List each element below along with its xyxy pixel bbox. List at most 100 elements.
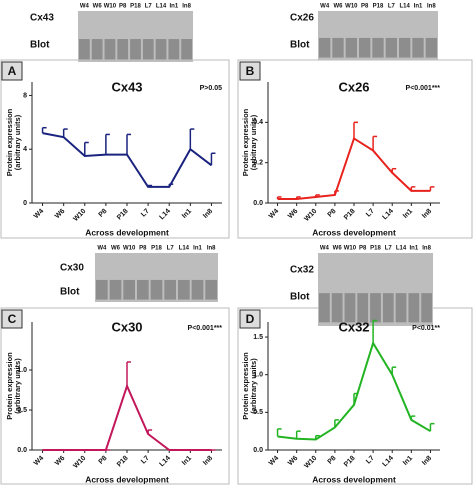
y-tick-label: 1.0 — [253, 372, 263, 379]
panel-letter-box — [1, 61, 23, 81]
x-tick-label: P18 — [343, 208, 357, 222]
blot-band — [91, 39, 103, 60]
blot-lane-label: W10 — [345, 4, 358, 10]
y-axis-label: Protein expression — [5, 108, 14, 176]
y-axis-label: Protein expression — [5, 352, 14, 420]
blot-band — [344, 293, 356, 323]
y-axis-label: (arbitrary units) — [249, 358, 258, 414]
x-tick-label: W10 — [303, 208, 318, 223]
blot-band — [96, 279, 108, 300]
x-axis-label: Across development — [85, 227, 169, 237]
blot-band — [372, 37, 384, 58]
x-axis-label: Across development — [85, 474, 169, 484]
blot-lane-label: P18 — [373, 4, 384, 10]
blot-row-label: Blot — [290, 40, 310, 51]
blot-lane-label: W4 — [97, 246, 107, 252]
x-tick-label: In8 — [202, 455, 214, 467]
blot-lane-label: In1 — [409, 246, 418, 252]
blot-band — [399, 37, 411, 58]
blot-band — [191, 279, 204, 300]
x-tick-label: P18 — [343, 455, 357, 469]
x-tick-label: W10 — [303, 455, 318, 470]
panel-frame — [0, 307, 230, 485]
blot-band — [408, 293, 420, 323]
blot-lane-label: L7 — [145, 4, 153, 10]
blot-lane-label: P18 — [151, 246, 162, 252]
y-tick-label: 0.5 — [17, 407, 27, 414]
blot-lane-label: L7 — [167, 246, 175, 252]
x-tick-label: W6 — [54, 455, 66, 467]
blot-row-label: Cx30 — [60, 263, 84, 274]
p-value: P<0.001*** — [406, 85, 441, 92]
x-tick-label: W6 — [287, 208, 299, 220]
blot-lane-label: L14 — [396, 246, 407, 252]
p-value: P<0.01** — [412, 325, 440, 332]
x-tick-label: P18 — [116, 455, 130, 469]
panel-letter-box — [239, 309, 261, 329]
blot-band — [150, 279, 163, 300]
blot-lane-label: In8 — [182, 4, 191, 10]
blot-band — [79, 39, 90, 60]
x-tick-label: In8 — [421, 208, 433, 220]
x-tick-label: In8 — [202, 208, 214, 220]
blot-lane-label: In8 — [427, 4, 436, 10]
x-tick-label: W10 — [72, 455, 87, 470]
blot-lane-label: W6 — [333, 246, 343, 252]
blot-band — [142, 39, 154, 60]
blot-band — [359, 37, 371, 58]
x-tick-label: In1 — [402, 208, 414, 220]
blot-lane-label: L14 — [399, 4, 410, 10]
blot-band — [425, 37, 437, 58]
blot-band — [205, 279, 217, 300]
x-tick-label: P8 — [327, 455, 338, 466]
y-tick-label: 1.0 — [17, 367, 27, 374]
blot-band — [421, 293, 432, 323]
blot-row-label: Blot — [60, 287, 80, 298]
blot-band — [412, 37, 424, 58]
p-value: P>0.05 — [200, 85, 222, 92]
panel-letter-box — [1, 309, 23, 329]
panel-letter: B — [246, 64, 255, 78]
blot-lane-label: In1 — [414, 4, 423, 10]
chart-title: Cx30 — [111, 319, 142, 334]
blot-band — [370, 293, 381, 323]
x-tick-label: L7 — [140, 455, 151, 466]
blot-band — [382, 293, 394, 323]
blot-band — [104, 39, 116, 60]
blot-band — [117, 39, 129, 60]
data-line — [42, 383, 212, 451]
blot-band — [357, 293, 369, 323]
x-tick-label: W6 — [54, 208, 66, 220]
x-tick-label: W6 — [287, 455, 299, 467]
blot-lane-label: W6 — [93, 4, 103, 10]
chart-title: Cx32 — [338, 319, 369, 334]
blot-band — [137, 279, 149, 300]
x-tick-label: In1 — [181, 208, 193, 220]
data-line — [277, 340, 431, 441]
chart-title: Cx26 — [338, 79, 369, 94]
y-tick-label: 0.0 — [253, 447, 263, 454]
blot-lane-label: In1 — [169, 4, 178, 10]
x-tick-label: P8 — [98, 455, 109, 466]
x-tick-label: P8 — [98, 208, 109, 219]
blot-lane-label: In8 — [422, 246, 431, 252]
y-axis-label: Protein expression — [241, 352, 250, 420]
x-tick-label: L14 — [381, 208, 395, 222]
y-tick-label: 1.5 — [253, 334, 263, 341]
y-tick-label: 0.0 — [253, 200, 263, 207]
blot-lane-label: W4 — [320, 246, 330, 252]
blot-band — [130, 39, 141, 60]
blot-band — [178, 279, 190, 300]
panel-letter: A — [8, 64, 17, 78]
blot-row-label: Cx43 — [30, 13, 54, 24]
panel-letter-box — [239, 61, 261, 81]
blot-band — [319, 37, 331, 58]
blot-band — [123, 279, 135, 300]
blot-band — [345, 37, 357, 58]
x-tick-label: L14 — [158, 208, 172, 222]
blot-lane-label: P18 — [130, 4, 141, 10]
blot-row-label: Blot — [290, 292, 310, 303]
blot-lane-label: P18 — [370, 246, 381, 252]
blot-row-label: Cx26 — [290, 13, 314, 24]
blot-lane-label: P8 — [359, 246, 367, 252]
